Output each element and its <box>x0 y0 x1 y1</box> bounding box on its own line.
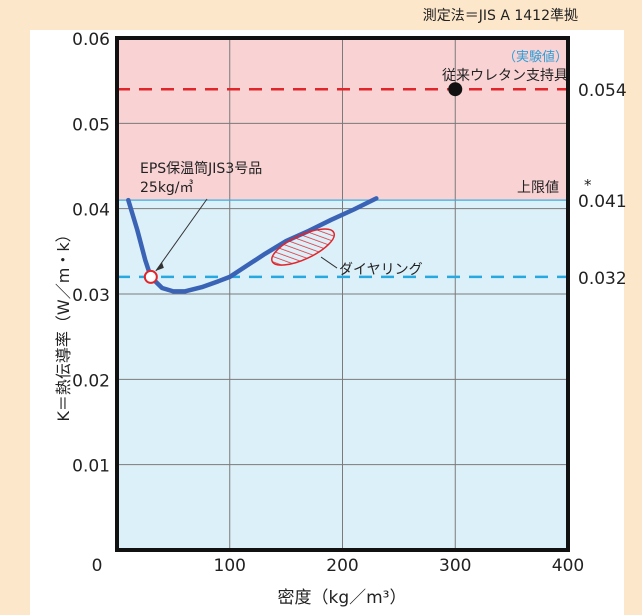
x-tick-label: 300 <box>439 556 471 576</box>
measurement-note: 測定法＝JIS A 1412準拠 <box>423 8 578 24</box>
y-tick-label: 0.05 <box>72 115 110 135</box>
plot-border <box>115 36 570 552</box>
reference-lines <box>117 87 568 279</box>
eps-leader <box>155 198 208 272</box>
labels: 0.054 0.041* 上限値 0.032 ダイヤリング EPS保温筒JIS3号品 25k… <box>54 8 627 608</box>
reference-marker: * <box>584 176 592 194</box>
reference-label-0.032: 0.032 <box>578 269 627 289</box>
conventional-note: （実験値） <box>503 49 568 65</box>
x-axis-title: 密度（kg／m³） <box>277 588 406 608</box>
x-tick-label: 400 <box>552 556 584 576</box>
y-tick-label: 0.03 <box>72 286 110 306</box>
points-layer <box>143 82 463 284</box>
dia-ring-region <box>271 228 336 266</box>
x-tick-label: 100 <box>214 556 246 576</box>
y-tick-label: 0.02 <box>72 371 110 391</box>
x-tick-label: 200 <box>326 556 358 576</box>
dia-ring-label: ダイヤリング <box>339 262 423 278</box>
grid <box>117 38 568 550</box>
eps-label-line2: 25kg/㎥ <box>140 180 194 196</box>
y-axis-title: K＝熱伝導率（W／m・k） <box>54 226 73 421</box>
y-tick-label: 0.06 <box>72 30 110 50</box>
reference-label-0.054: 0.054 <box>578 81 627 101</box>
upper-limit-label: 上限値 <box>517 180 559 196</box>
conventional-point <box>448 82 463 97</box>
zones <box>30 30 624 615</box>
dia-ring-leader <box>320 256 338 269</box>
conventional-label: 従来ウレタン支持具 <box>442 68 568 84</box>
y-tick-label: 0.01 <box>72 457 110 477</box>
y-tick-label: 0.04 <box>72 201 110 221</box>
reference-label-0.041: 0.041 <box>578 192 627 212</box>
annotations <box>155 198 338 272</box>
x-tick-label: 0 <box>92 556 103 576</box>
eps-label-line1: EPS保温筒JIS3号品 <box>140 160 262 177</box>
eps-arrowhead <box>155 261 164 271</box>
eps-point <box>143 269 158 284</box>
